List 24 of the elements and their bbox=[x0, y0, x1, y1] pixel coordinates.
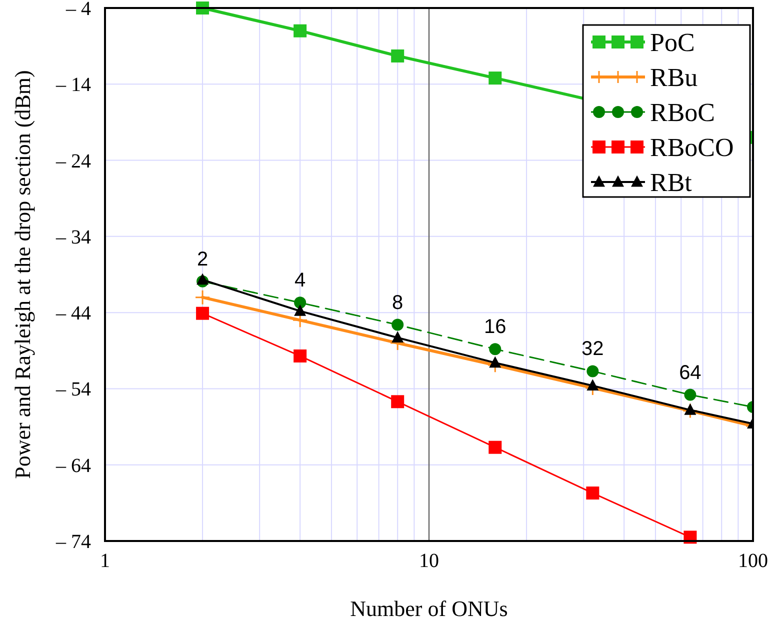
y-tick-label: – 4 bbox=[65, 0, 91, 20]
y-tick-label: – 14 bbox=[55, 74, 91, 96]
legend-label: RBu bbox=[650, 63, 698, 92]
y-tick-label: – 34 bbox=[55, 226, 91, 248]
annotation: 2 bbox=[196, 248, 208, 270]
legend-label: RBt bbox=[650, 168, 693, 197]
x-tick-label: 10 bbox=[419, 550, 439, 572]
y-axis-title: Power and Rayleigh at the drop section (dBm) bbox=[10, 70, 35, 479]
annotation: 8 bbox=[392, 292, 404, 314]
y-tick-label: – 64 bbox=[55, 454, 91, 477]
annotation: 4 bbox=[294, 270, 306, 292]
annotation: 32 bbox=[582, 338, 604, 360]
legend-label: RBoCO bbox=[650, 133, 734, 162]
x-tick-label: 1 bbox=[100, 550, 110, 572]
legend-label: RBoC bbox=[650, 98, 716, 127]
annotation: 16 bbox=[484, 316, 506, 338]
annotation: 64 bbox=[679, 362, 702, 384]
y-tick-label: – 24 bbox=[55, 150, 91, 172]
y-tick-label: – 74 bbox=[55, 531, 91, 553]
y-tick-label: – 44 bbox=[55, 302, 91, 325]
y-tick-label: – 54 bbox=[55, 378, 91, 401]
x-axis-title: Number of ONUs bbox=[350, 596, 508, 621]
legend-label: PoC bbox=[650, 28, 695, 57]
x-tick-label: 100 bbox=[738, 550, 768, 572]
